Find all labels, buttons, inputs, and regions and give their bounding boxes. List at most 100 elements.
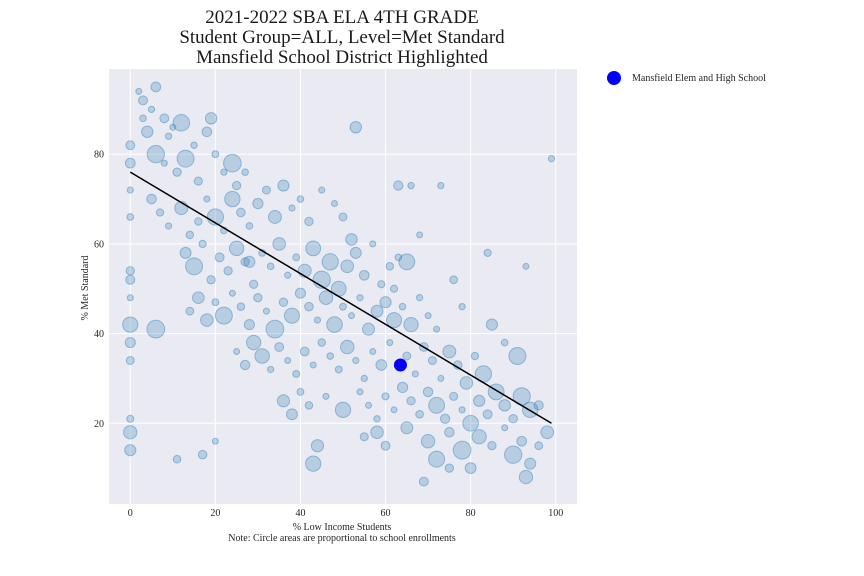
school-point	[406, 396, 416, 406]
school-point	[345, 233, 358, 246]
school-point	[262, 307, 270, 315]
legend: Mansfield Elem and High School	[607, 71, 766, 85]
school-point	[200, 313, 214, 327]
school-point	[304, 216, 314, 227]
school-point	[211, 298, 220, 307]
school-point	[243, 255, 256, 268]
school-point	[420, 433, 436, 449]
school-point	[146, 319, 166, 339]
school-point	[326, 352, 335, 360]
trend-line	[129, 171, 552, 424]
school-point	[240, 257, 250, 267]
y-tick-label: 40	[94, 329, 104, 340]
school-point	[236, 207, 246, 218]
school-point	[265, 319, 285, 339]
school-point	[518, 469, 534, 485]
school-point	[233, 348, 241, 356]
school-point	[305, 455, 322, 472]
y-tick-label: 60	[94, 239, 104, 250]
school-point	[294, 287, 307, 299]
school-point	[381, 392, 390, 401]
school-point	[172, 167, 182, 177]
school-point	[504, 445, 523, 464]
school-point	[360, 374, 368, 383]
school-point	[123, 425, 138, 440]
school-point	[299, 346, 310, 357]
x-tick-label: 40	[295, 508, 305, 519]
school-point	[516, 435, 528, 447]
school-point	[292, 253, 301, 262]
school-point	[278, 297, 289, 307]
school-point	[236, 302, 246, 311]
school-point	[385, 262, 395, 271]
school-point	[338, 212, 348, 222]
school-point	[379, 296, 392, 309]
school-point	[483, 248, 492, 257]
school-point	[386, 339, 394, 347]
school-point	[349, 121, 363, 134]
school-point	[274, 342, 285, 353]
x-tick-label: 100	[548, 508, 563, 519]
school-point	[305, 240, 322, 257]
school-point	[220, 168, 228, 176]
school-point	[146, 145, 165, 164]
chart-note: Note: Circle areas are proportional to s…	[228, 533, 456, 544]
school-point	[398, 253, 416, 271]
school-point	[442, 344, 457, 359]
school-point	[547, 155, 556, 163]
highlight-point[interactable]	[393, 358, 407, 372]
school-point	[359, 432, 369, 442]
school-point	[369, 240, 377, 248]
chart-title: 2021-2022 SBA ELA 4TH GRADE Student Grou…	[179, 7, 505, 68]
school-point	[482, 409, 493, 420]
school-point	[125, 274, 136, 285]
school-point	[228, 240, 245, 257]
school-point	[418, 476, 429, 487]
school-point	[411, 370, 419, 378]
school-point	[254, 348, 270, 364]
x-tick-label: 20	[210, 508, 220, 519]
school-point	[313, 316, 322, 324]
school-point	[534, 441, 544, 451]
school-point	[239, 359, 251, 371]
y-axis-label: % Met Standard	[80, 256, 91, 321]
school-point	[390, 406, 398, 414]
school-point	[403, 316, 419, 333]
school-point	[160, 159, 168, 167]
school-point	[126, 186, 134, 194]
school-point	[288, 204, 296, 212]
school-point	[284, 271, 292, 279]
school-point	[458, 406, 466, 414]
school-point	[201, 126, 213, 138]
school-point	[407, 181, 415, 190]
school-point	[396, 381, 409, 394]
chart-title-line-2: Student Group=ALL, Level=Met Standard	[179, 27, 505, 48]
school-point	[375, 359, 388, 371]
school-point	[179, 246, 192, 259]
school-point	[185, 257, 204, 276]
school-point	[334, 401, 352, 418]
school-point	[330, 200, 339, 208]
x-axis-ticks: 0 20 40 60 80 100	[128, 508, 563, 519]
school-point	[203, 195, 211, 203]
school-point	[364, 401, 373, 409]
school-point	[172, 114, 191, 132]
school-point	[334, 365, 343, 374]
school-point	[309, 361, 317, 369]
school-point	[485, 318, 499, 331]
school-point	[135, 87, 143, 95]
school-point	[340, 259, 355, 274]
plot-area	[109, 69, 577, 504]
school-point	[223, 266, 233, 276]
school-point	[464, 462, 477, 475]
school-point	[458, 302, 466, 311]
school-point	[248, 279, 259, 289]
school-point	[310, 439, 325, 453]
school-point	[533, 400, 544, 411]
school-point	[318, 186, 326, 194]
legend-label: Mansfield Elem and High School	[632, 73, 766, 84]
school-point	[370, 425, 384, 440]
school-point	[276, 394, 291, 408]
school-point	[214, 306, 233, 325]
